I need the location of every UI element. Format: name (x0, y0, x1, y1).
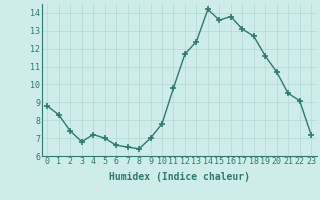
X-axis label: Humidex (Indice chaleur): Humidex (Indice chaleur) (109, 172, 250, 182)
